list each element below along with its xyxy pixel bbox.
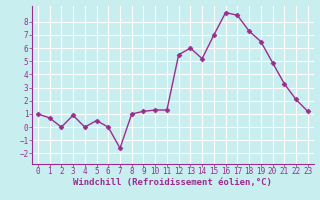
X-axis label: Windchill (Refroidissement éolien,°C): Windchill (Refroidissement éolien,°C) <box>73 178 272 187</box>
